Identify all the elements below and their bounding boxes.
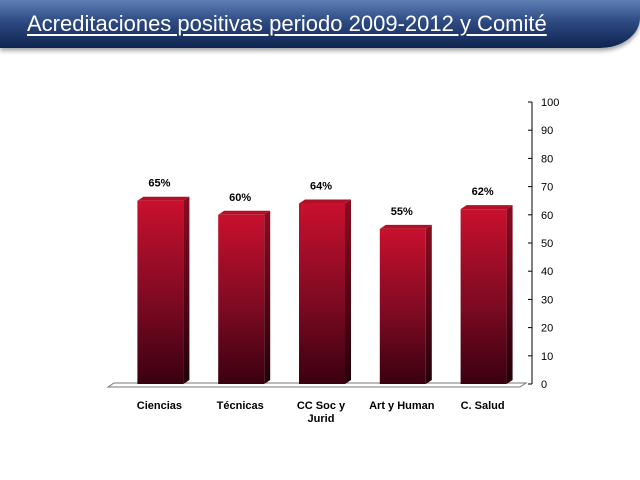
bar — [218, 210, 271, 384]
category-label: Ciencias — [137, 400, 182, 412]
y-tick-label: 60 — [541, 210, 553, 222]
bar — [460, 205, 513, 384]
bar-top — [218, 210, 271, 215]
bar-side — [264, 210, 271, 384]
data-label: 60% — [229, 192, 251, 204]
slide-title: Acreditaciones positivas periodo 2009-20… — [27, 11, 547, 36]
bar — [379, 224, 432, 384]
data-label: 65% — [148, 178, 170, 190]
data-label: 55% — [391, 206, 413, 218]
bar-front — [137, 200, 184, 384]
bar-side — [506, 205, 513, 384]
y-tick-label: 50 — [541, 238, 553, 250]
category-label: CC Soc y Jurid — [297, 400, 346, 425]
data-label: 64% — [310, 181, 332, 193]
bar-front — [299, 203, 345, 384]
bar-side — [183, 196, 190, 384]
bar-side — [345, 199, 351, 384]
bar-top — [137, 196, 190, 201]
y-tick-label: 30 — [541, 294, 553, 306]
category-label: Art y Human — [369, 400, 435, 412]
bar-front — [460, 209, 507, 384]
bar-front — [218, 214, 265, 384]
bar — [299, 199, 351, 384]
y-tick-label: 80 — [541, 153, 553, 165]
bar-front — [379, 228, 426, 384]
y-tick-label: 70 — [541, 182, 553, 194]
y-tick-label: 10 — [541, 351, 553, 363]
title-bar: Acreditaciones positivas periodo 2009-20… — [0, 0, 640, 48]
bar-top — [299, 199, 351, 204]
y-tick-label: 90 — [541, 125, 553, 137]
category-label: C. Salud — [461, 400, 505, 412]
data-label: 62% — [472, 186, 494, 198]
bar-side — [425, 224, 432, 384]
y-tick-label: 100 — [541, 97, 559, 109]
y-tick-label: 20 — [541, 323, 553, 335]
bar-top — [460, 205, 513, 210]
category-label: Técnicas — [217, 400, 264, 412]
y-tick-label: 40 — [541, 266, 553, 278]
y-tick-label: 0 — [541, 379, 547, 391]
bar-top — [379, 224, 432, 229]
bar — [137, 196, 190, 384]
